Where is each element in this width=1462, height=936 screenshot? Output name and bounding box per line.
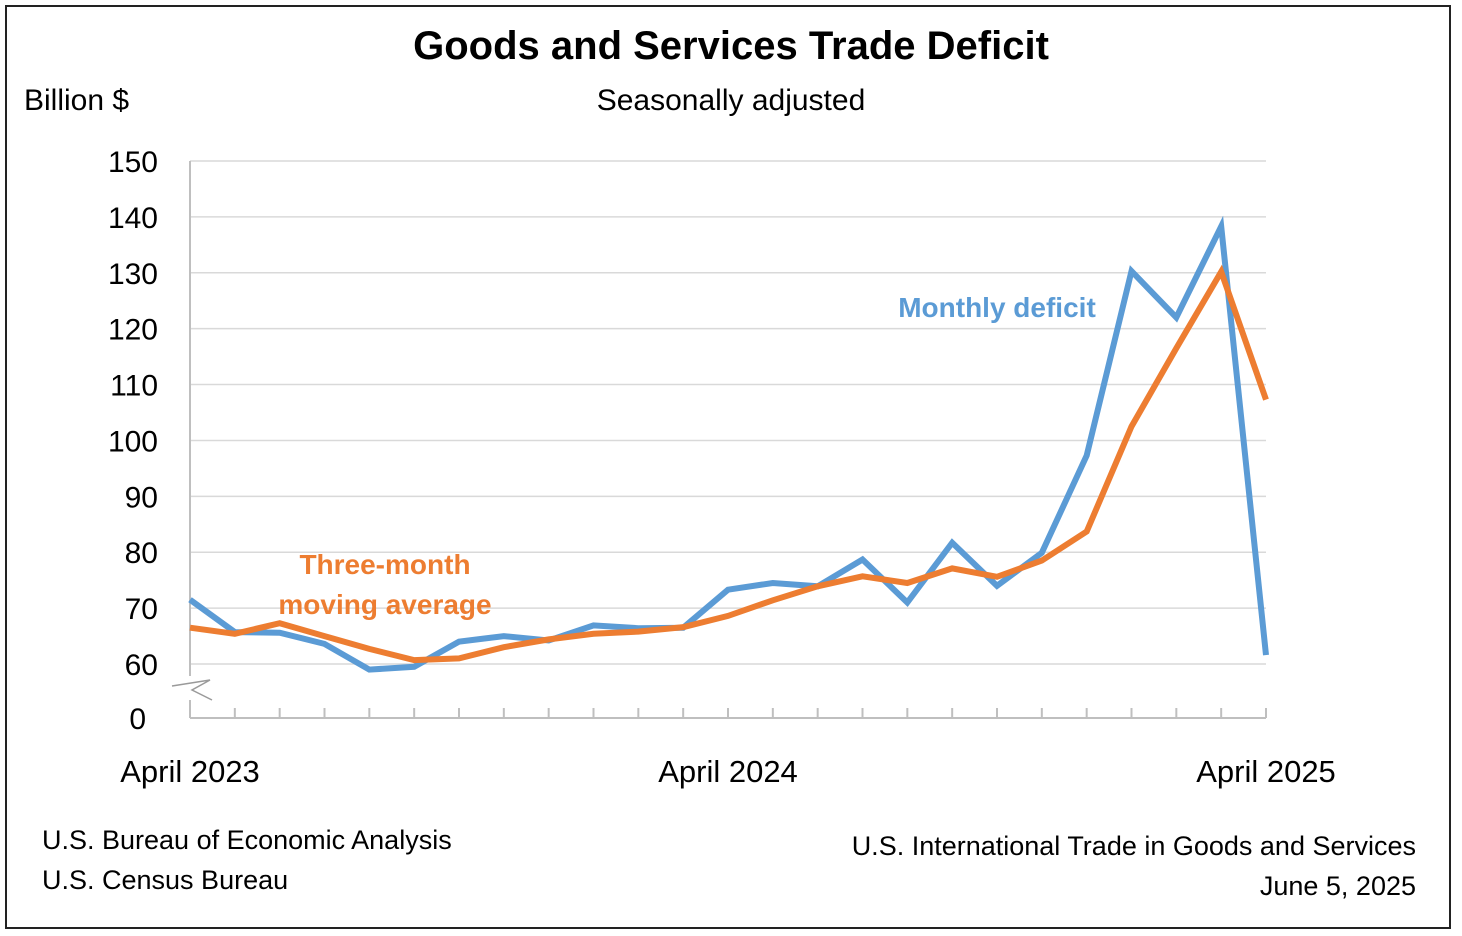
gridlines — [190, 160, 1266, 665]
moving-average-label-line-0: Three-month — [299, 549, 470, 580]
y-tick-label-110: 110 — [110, 370, 158, 403]
y-axis-unit-label: Billion $ — [24, 84, 130, 117]
series-labels: Monthly deficit Three-month moving average — [278, 292, 1095, 620]
axis-break-symbol — [171, 679, 213, 701]
monthly-deficit-label: Monthly deficit — [898, 292, 1096, 323]
source-right: U.S. International Trade in Goods and Se… — [852, 826, 1416, 906]
x-axis-ticks: April 2023 April 2024 April 2025 — [120, 708, 1336, 789]
release-date: June 5, 2025 — [1259, 871, 1416, 901]
y-tick-label-140: 140 — [108, 202, 158, 235]
axes — [171, 161, 1266, 719]
source-agency-census: U.S. Census Bureau — [42, 865, 289, 895]
y-tick-label-130: 130 — [108, 258, 158, 291]
release-name: U.S. International Trade in Goods and Se… — [851, 831, 1416, 861]
x-tick-label-0: April 2023 — [120, 754, 260, 789]
y-tick-label-70: 70 — [125, 593, 158, 626]
y-tick-label-100: 100 — [108, 425, 158, 458]
chart-frame — [5, 5, 1451, 929]
moving-average-label: Three-month moving average — [278, 549, 491, 620]
x-tick-label-2: April 2025 — [1196, 754, 1336, 789]
x-tick-label-1: April 2024 — [658, 754, 798, 789]
y-tick-label-80: 80 — [125, 537, 158, 570]
moving-average-label-line-1: moving average — [278, 589, 491, 620]
y-tick-label-90: 90 — [125, 481, 158, 514]
series-lines — [188, 215, 1269, 673]
chart-title: Goods and Services Trade Deficit — [413, 24, 1049, 68]
chart-subtitle: Seasonally adjusted — [596, 84, 866, 117]
source-left: U.S. Bureau of Economic Analysis U.S. Ce… — [42, 820, 452, 900]
moving-average-line — [189, 264, 1269, 664]
y-tick-label-120: 120 — [108, 314, 158, 347]
y-axis-ticks: 150 140 130 120 110 100 90 80 70 60 0 — [108, 146, 158, 736]
source-agency-bea: U.S. Bureau of Economic Analysis — [42, 825, 452, 855]
monthly-deficit-line — [188, 215, 1269, 673]
y-tick-label-150: 150 — [108, 146, 158, 179]
y-tick-label-0: 0 — [129, 703, 146, 736]
y-tick-label-60: 60 — [125, 649, 158, 682]
